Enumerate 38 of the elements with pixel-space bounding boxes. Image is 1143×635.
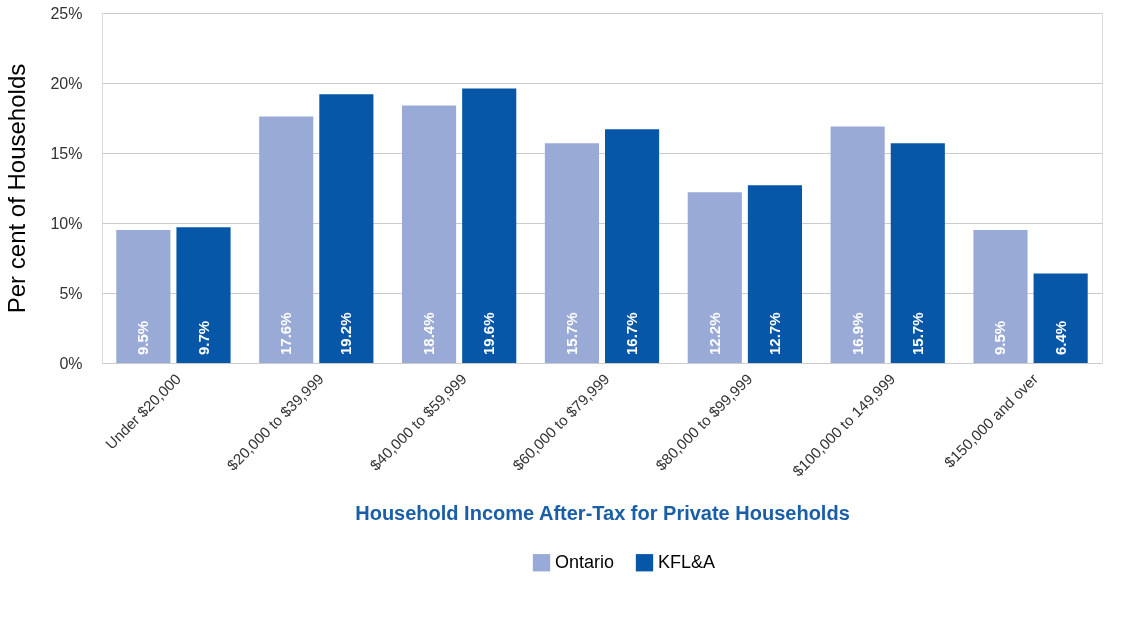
legend-label: Ontario bbox=[555, 551, 615, 572]
bar bbox=[747, 185, 802, 363]
data-label: 17.6% bbox=[277, 312, 295, 355]
bar bbox=[402, 105, 457, 363]
data-label: 16.9% bbox=[848, 312, 866, 355]
data-label: 9.7% bbox=[194, 320, 212, 355]
data-label: 16.7% bbox=[623, 312, 641, 355]
y-tick-label: 10% bbox=[50, 214, 83, 232]
data-label: 6.4% bbox=[1051, 320, 1069, 355]
bar bbox=[319, 94, 374, 363]
data-label: 15.7% bbox=[562, 312, 580, 355]
y-tick-label: 5% bbox=[59, 284, 83, 302]
y-tick-label: 15% bbox=[50, 144, 83, 162]
bar bbox=[259, 116, 314, 363]
data-label: 18.4% bbox=[420, 312, 438, 355]
y-tick-label: 20% bbox=[50, 74, 83, 92]
bar bbox=[116, 230, 171, 363]
y-tick-label: 25% bbox=[50, 4, 83, 22]
data-label: 12.7% bbox=[765, 312, 783, 355]
legend-label: KFL&A bbox=[658, 551, 716, 572]
bar bbox=[687, 192, 742, 363]
data-label: 9.5% bbox=[991, 320, 1009, 355]
x-axis-title: Household Income After-Tax for Private Households bbox=[355, 502, 850, 525]
data-label: 9.5% bbox=[134, 320, 152, 355]
bar bbox=[1033, 273, 1088, 363]
data-label: 19.2% bbox=[337, 312, 355, 355]
y-tick-label: 0% bbox=[59, 354, 83, 372]
bar bbox=[176, 227, 231, 363]
bar bbox=[605, 129, 660, 363]
bar bbox=[544, 143, 599, 363]
data-label: 12.2% bbox=[705, 312, 723, 355]
bar bbox=[890, 143, 945, 363]
bar bbox=[830, 126, 885, 363]
data-label: 15.7% bbox=[908, 312, 926, 355]
bar bbox=[973, 230, 1028, 363]
data-label: 19.6% bbox=[480, 312, 498, 355]
y-axis-title: Per cent of Households bbox=[3, 63, 31, 314]
bar bbox=[462, 88, 517, 363]
